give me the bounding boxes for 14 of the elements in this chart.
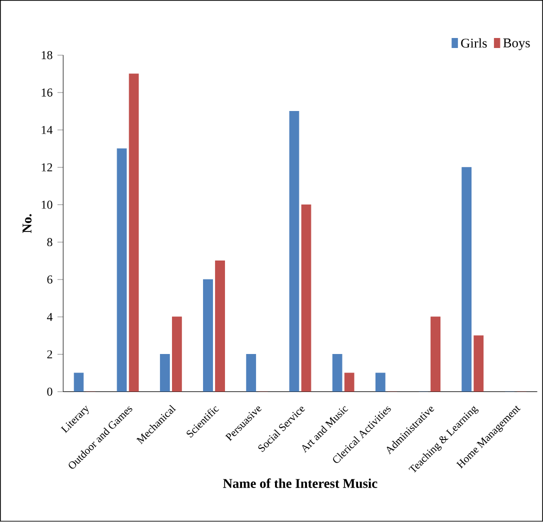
y-axis-title: No.	[22, 214, 32, 234]
y-tick-label: 10	[42, 200, 52, 209]
y-tick-label: 8	[47, 238, 52, 246]
y-tick-label: 12	[42, 164, 52, 172]
y-tick-label: 4	[46, 313, 53, 322]
legend-label: Boys	[503, 38, 530, 50]
y-tick-label: 2	[47, 350, 52, 358]
x-axis-title: Name of the Interest Music	[223, 478, 378, 488]
y-tick-label: 14	[42, 126, 53, 134]
legend-label: Girls	[461, 38, 487, 48]
y-tick-label: 6	[47, 276, 52, 284]
y-tick-label: 0	[47, 388, 52, 396]
y-tick-label: 18	[42, 51, 52, 60]
y-tick-label: 16	[42, 88, 52, 97]
